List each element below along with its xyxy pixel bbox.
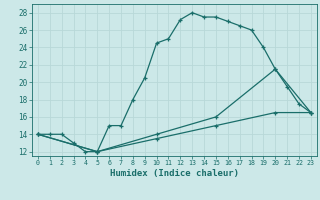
X-axis label: Humidex (Indice chaleur): Humidex (Indice chaleur): [110, 169, 239, 178]
